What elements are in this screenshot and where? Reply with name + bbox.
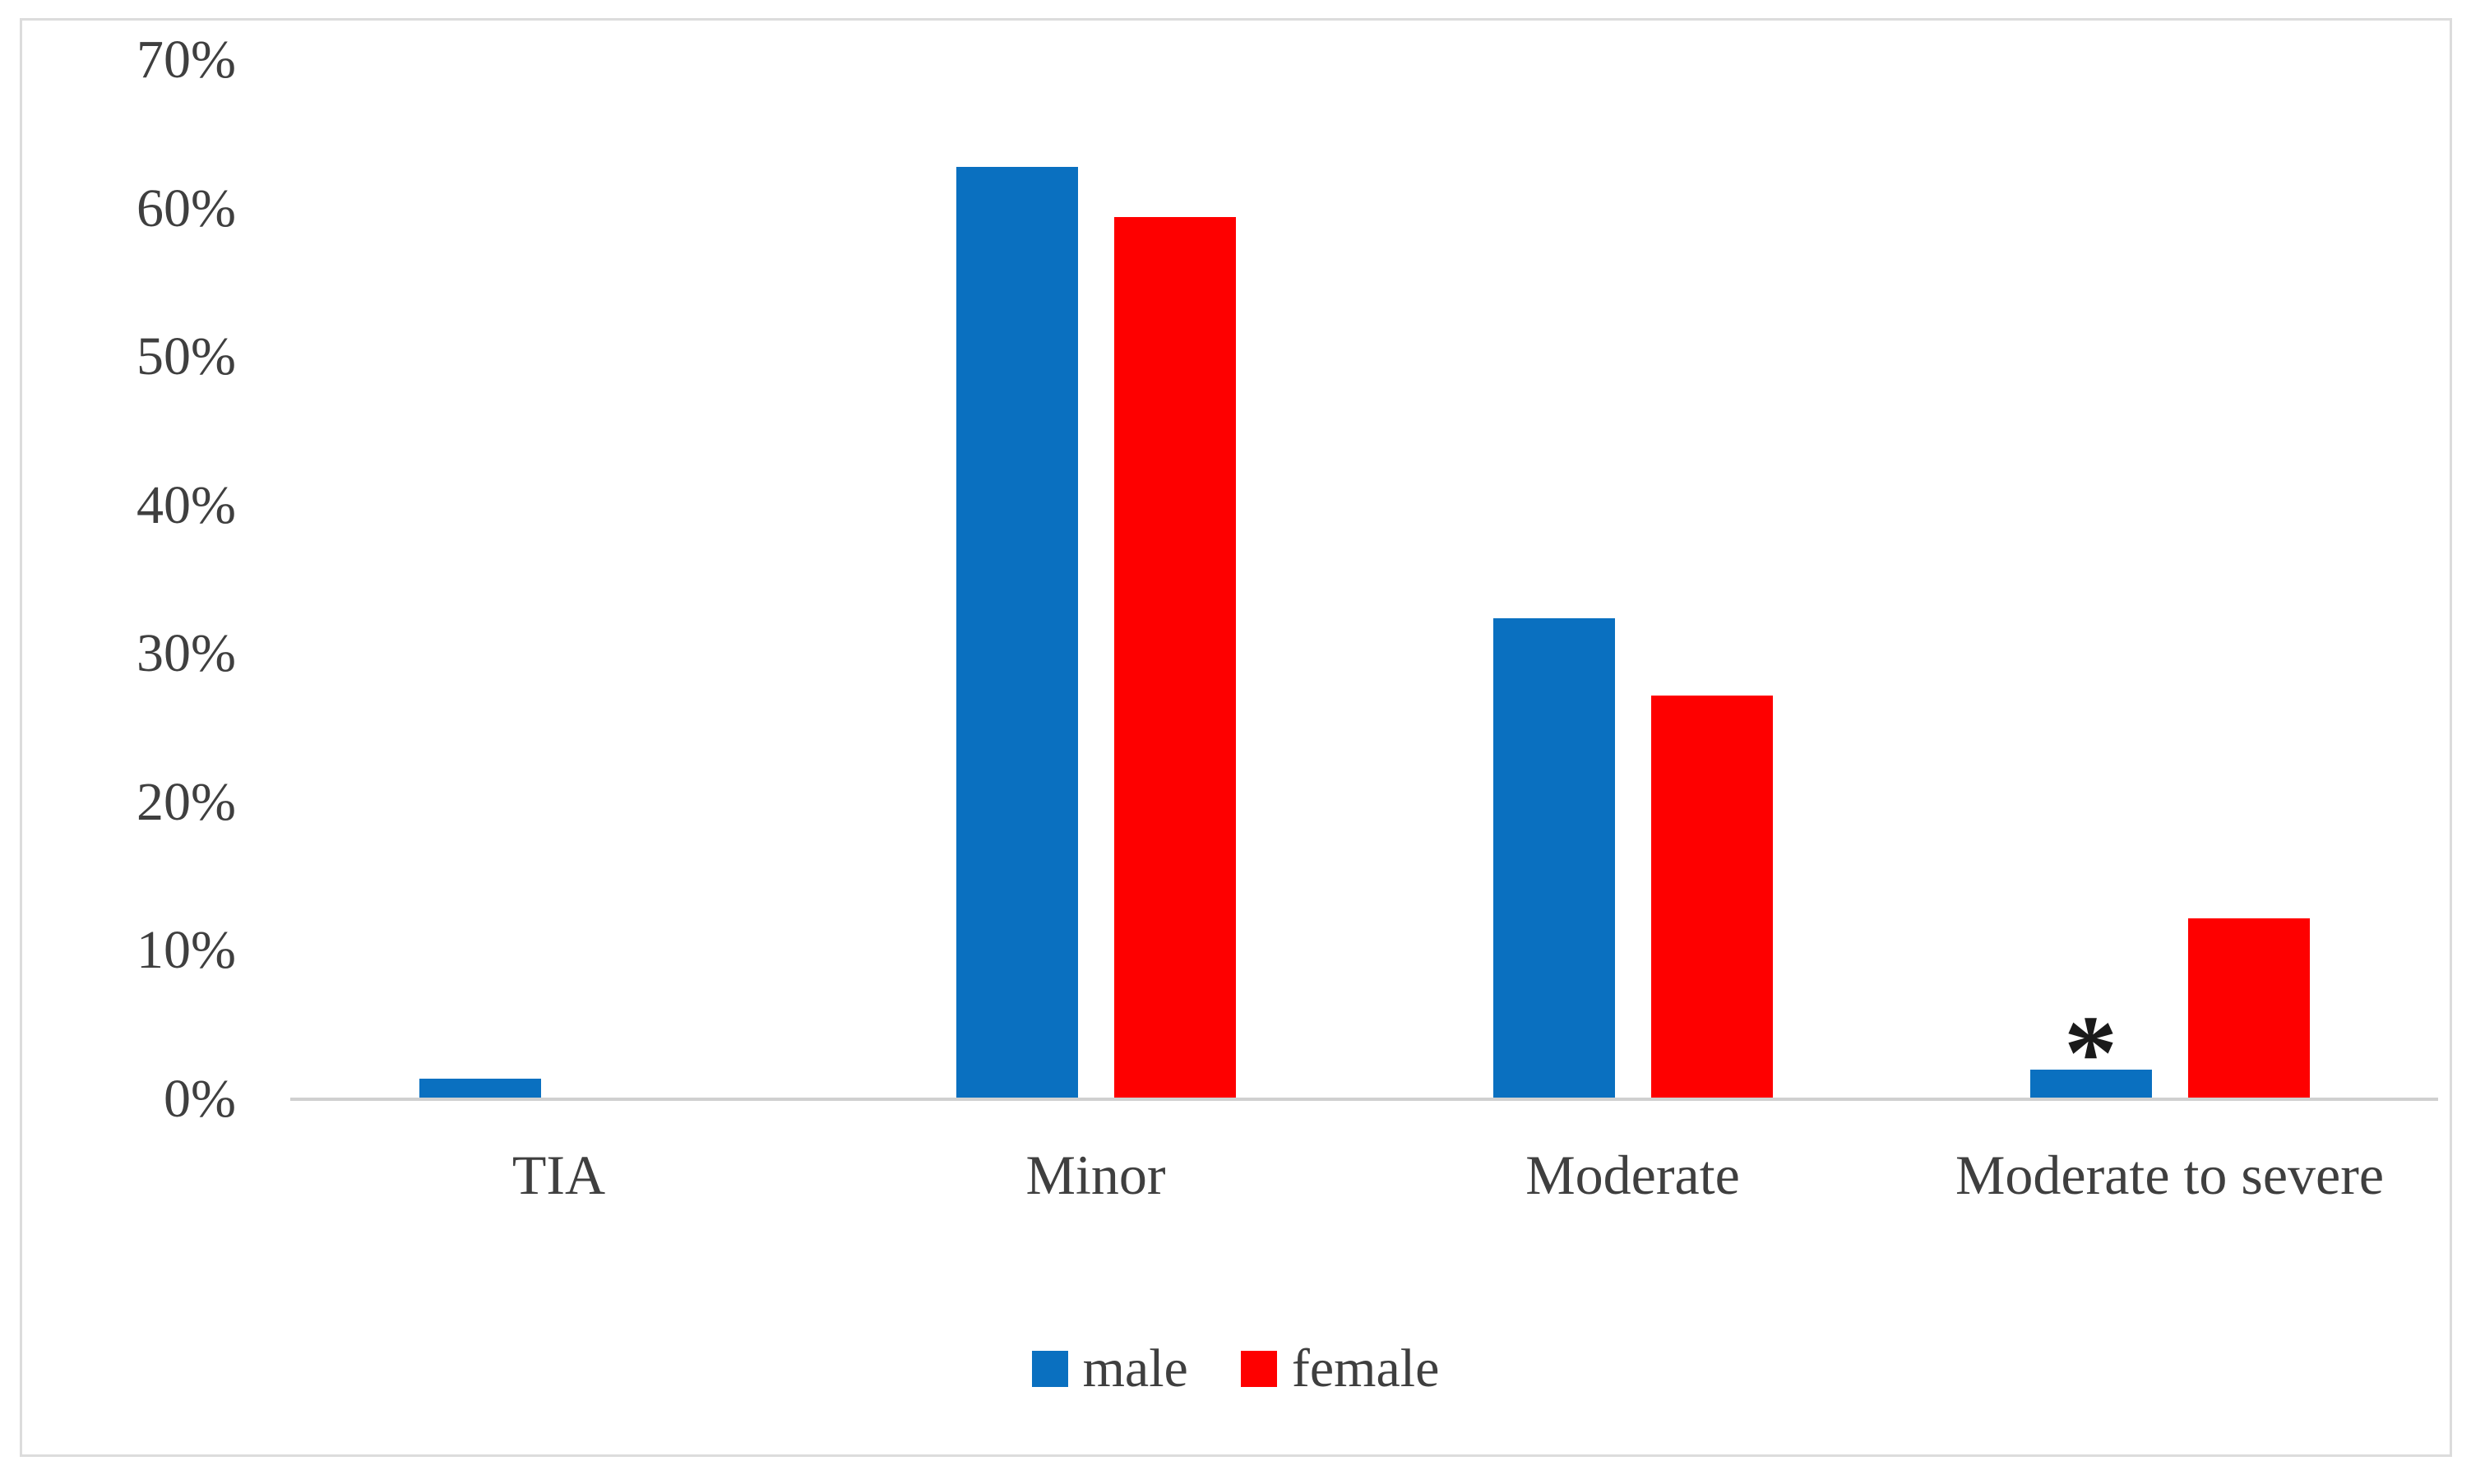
y-tick-label-40: 40% — [137, 474, 236, 535]
x-axis-line — [290, 1098, 2438, 1101]
legend-item-male: male — [1031, 1338, 1188, 1398]
y-tick-label-30: 30% — [137, 623, 236, 684]
y-tick-label-10: 10% — [137, 920, 236, 981]
category-label-moderate: Moderate — [1525, 1144, 1740, 1206]
legend-swatch-female — [1240, 1351, 1277, 1387]
category-group-minor — [827, 60, 1364, 1099]
y-tick-label-70: 70% — [137, 30, 236, 90]
plot-area: * — [290, 60, 2438, 1107]
category-group-tia — [290, 60, 827, 1099]
category-label-minor: Minor — [1025, 1144, 1166, 1206]
bar-female-minor — [1113, 217, 1236, 1099]
x-axis-category-labels: TIA Minor Moderate Moderate to severe — [290, 1145, 2438, 1204]
category-label-moderate-to-severe: Moderate to severe — [1955, 1144, 2385, 1206]
y-tick-label-0: 0% — [164, 1069, 236, 1129]
legend-label-female: female — [1291, 1338, 1440, 1398]
bar-female-moderate-to-severe — [2187, 918, 2310, 1099]
bar-male-tia — [419, 1079, 541, 1099]
legend-label-male: male — [1082, 1338, 1188, 1398]
bar-male-moderate — [1492, 618, 1615, 1099]
y-tick-label-60: 60% — [137, 178, 236, 238]
legend-item-female: female — [1240, 1338, 1440, 1398]
significance-asterisk: * — [2064, 994, 2117, 1112]
bar-male-minor — [956, 167, 1078, 1099]
category-group-moderate-to-severe: * — [1901, 60, 2438, 1107]
category-group-moderate — [1364, 60, 1901, 1099]
figure-border — [20, 18, 2452, 1457]
category-label-tia: TIA — [511, 1144, 606, 1206]
bar-male-moderate-to-severe: * — [2029, 1000, 2152, 1107]
chart-legend: male female — [0, 1329, 2471, 1408]
y-tick-label-20: 20% — [137, 771, 236, 832]
bar-female-moderate — [1650, 696, 1773, 1099]
y-tick-label-50: 50% — [137, 326, 236, 387]
legend-swatch-male — [1031, 1351, 1068, 1387]
